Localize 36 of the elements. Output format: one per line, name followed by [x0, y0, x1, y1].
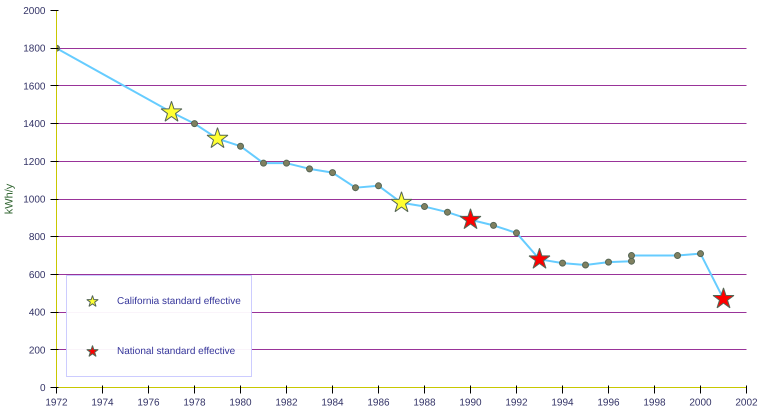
legend-label: National standard effective	[117, 346, 236, 356]
y-tick-label: 400	[28, 308, 46, 319]
x-tick-label: 1998	[643, 398, 666, 408]
y-tick-label: 200	[28, 345, 46, 356]
y-tick-label: 1200	[23, 156, 46, 168]
y-tick-label: 2000	[23, 6, 46, 17]
x-tick-label: 1978	[183, 398, 206, 408]
point	[712, 287, 734, 308]
y-tick-label: 1400	[23, 119, 46, 130]
x-tick-label: 1992	[505, 398, 528, 408]
x-tick-label: 1984	[321, 398, 344, 408]
y-axis-title: kWh/y	[3, 183, 16, 214]
point	[528, 248, 550, 269]
y-tick-label: 600	[28, 270, 46, 281]
y-tick-label: 0	[40, 383, 46, 394]
x-tick-label: 1976	[137, 398, 160, 408]
x-tick-label: 1996	[597, 398, 620, 408]
x-tick-label: 1972	[45, 398, 68, 408]
point	[206, 127, 228, 148]
legend-label: California standard effective	[117, 296, 241, 306]
y-tick-label: 1800	[23, 44, 46, 55]
point	[160, 100, 182, 122]
x-tick-label: 1988	[413, 398, 436, 408]
point	[460, 208, 482, 230]
x-tick-label: 2002	[735, 398, 758, 408]
x-tick-label: 1982	[275, 398, 298, 408]
y-tick-label: 1600	[23, 81, 46, 92]
point	[390, 191, 412, 212]
x-tick-label: 2000	[689, 398, 712, 408]
x-tick-label: 1980	[229, 398, 252, 408]
x-tick-label: 1990	[459, 398, 482, 408]
y-tick-label: 800	[28, 232, 46, 244]
x-tick-label: 1994	[551, 398, 574, 408]
y-tick-label: 1000	[23, 194, 46, 206]
x-tick-label: 1986	[367, 398, 390, 408]
x-tick-label: 1974	[91, 398, 114, 408]
